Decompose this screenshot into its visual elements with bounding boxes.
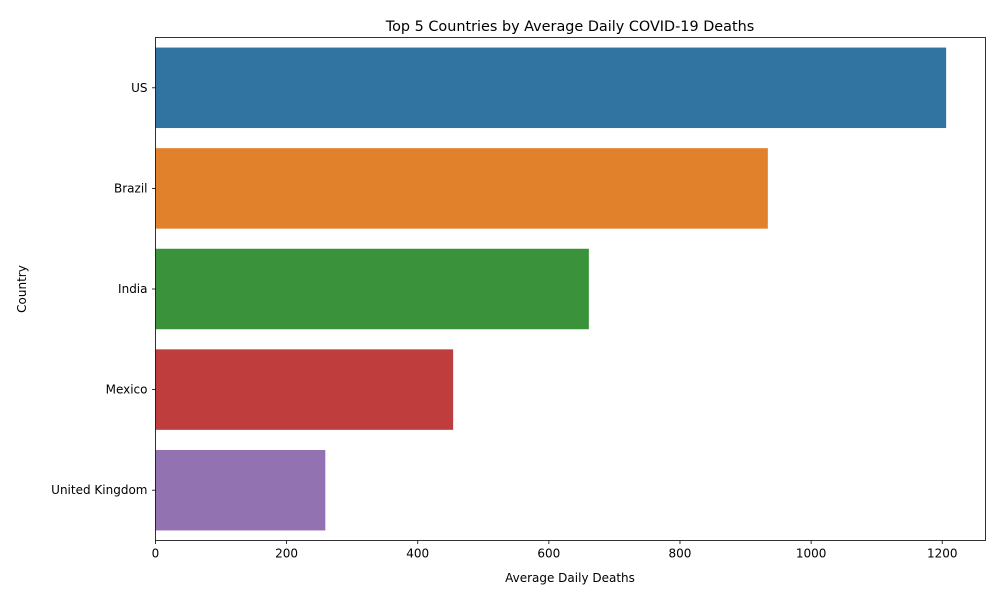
x-axis-label: Average Daily Deaths [505,571,635,585]
chart-title: Top 5 Countries by Average Daily COVID-1… [385,19,754,35]
bar-united-kingdom [155,449,326,531]
y-tick-label: Brazil [114,181,148,195]
bars-group [155,47,947,531]
x-ticks-group: 0 200 400 600 800 1000 1200 [152,540,958,561]
x-tick-label: 1000 [796,547,827,561]
x-tick-label: 400 [406,547,429,561]
bar-mexico [155,349,454,430]
y-axis-label: Country [15,265,29,313]
plot-frame [155,37,986,541]
bar-us [155,47,947,129]
y-tick-label: US [131,81,147,95]
x-tick-label: 600 [537,547,560,561]
bar-brazil [155,148,768,229]
x-tick-label: 0 [152,547,160,561]
x-tick-label: 1200 [927,547,958,561]
y-tick-label: India [118,282,147,296]
y-ticks-group: US Brazil India Mexico United Kingdom [51,81,156,497]
y-tick-label: United Kingdom [51,483,147,497]
bar-india [155,248,589,330]
x-tick-label: 800 [669,547,692,561]
y-tick-label: Mexico [106,383,148,397]
x-tick-label: 200 [275,547,298,561]
